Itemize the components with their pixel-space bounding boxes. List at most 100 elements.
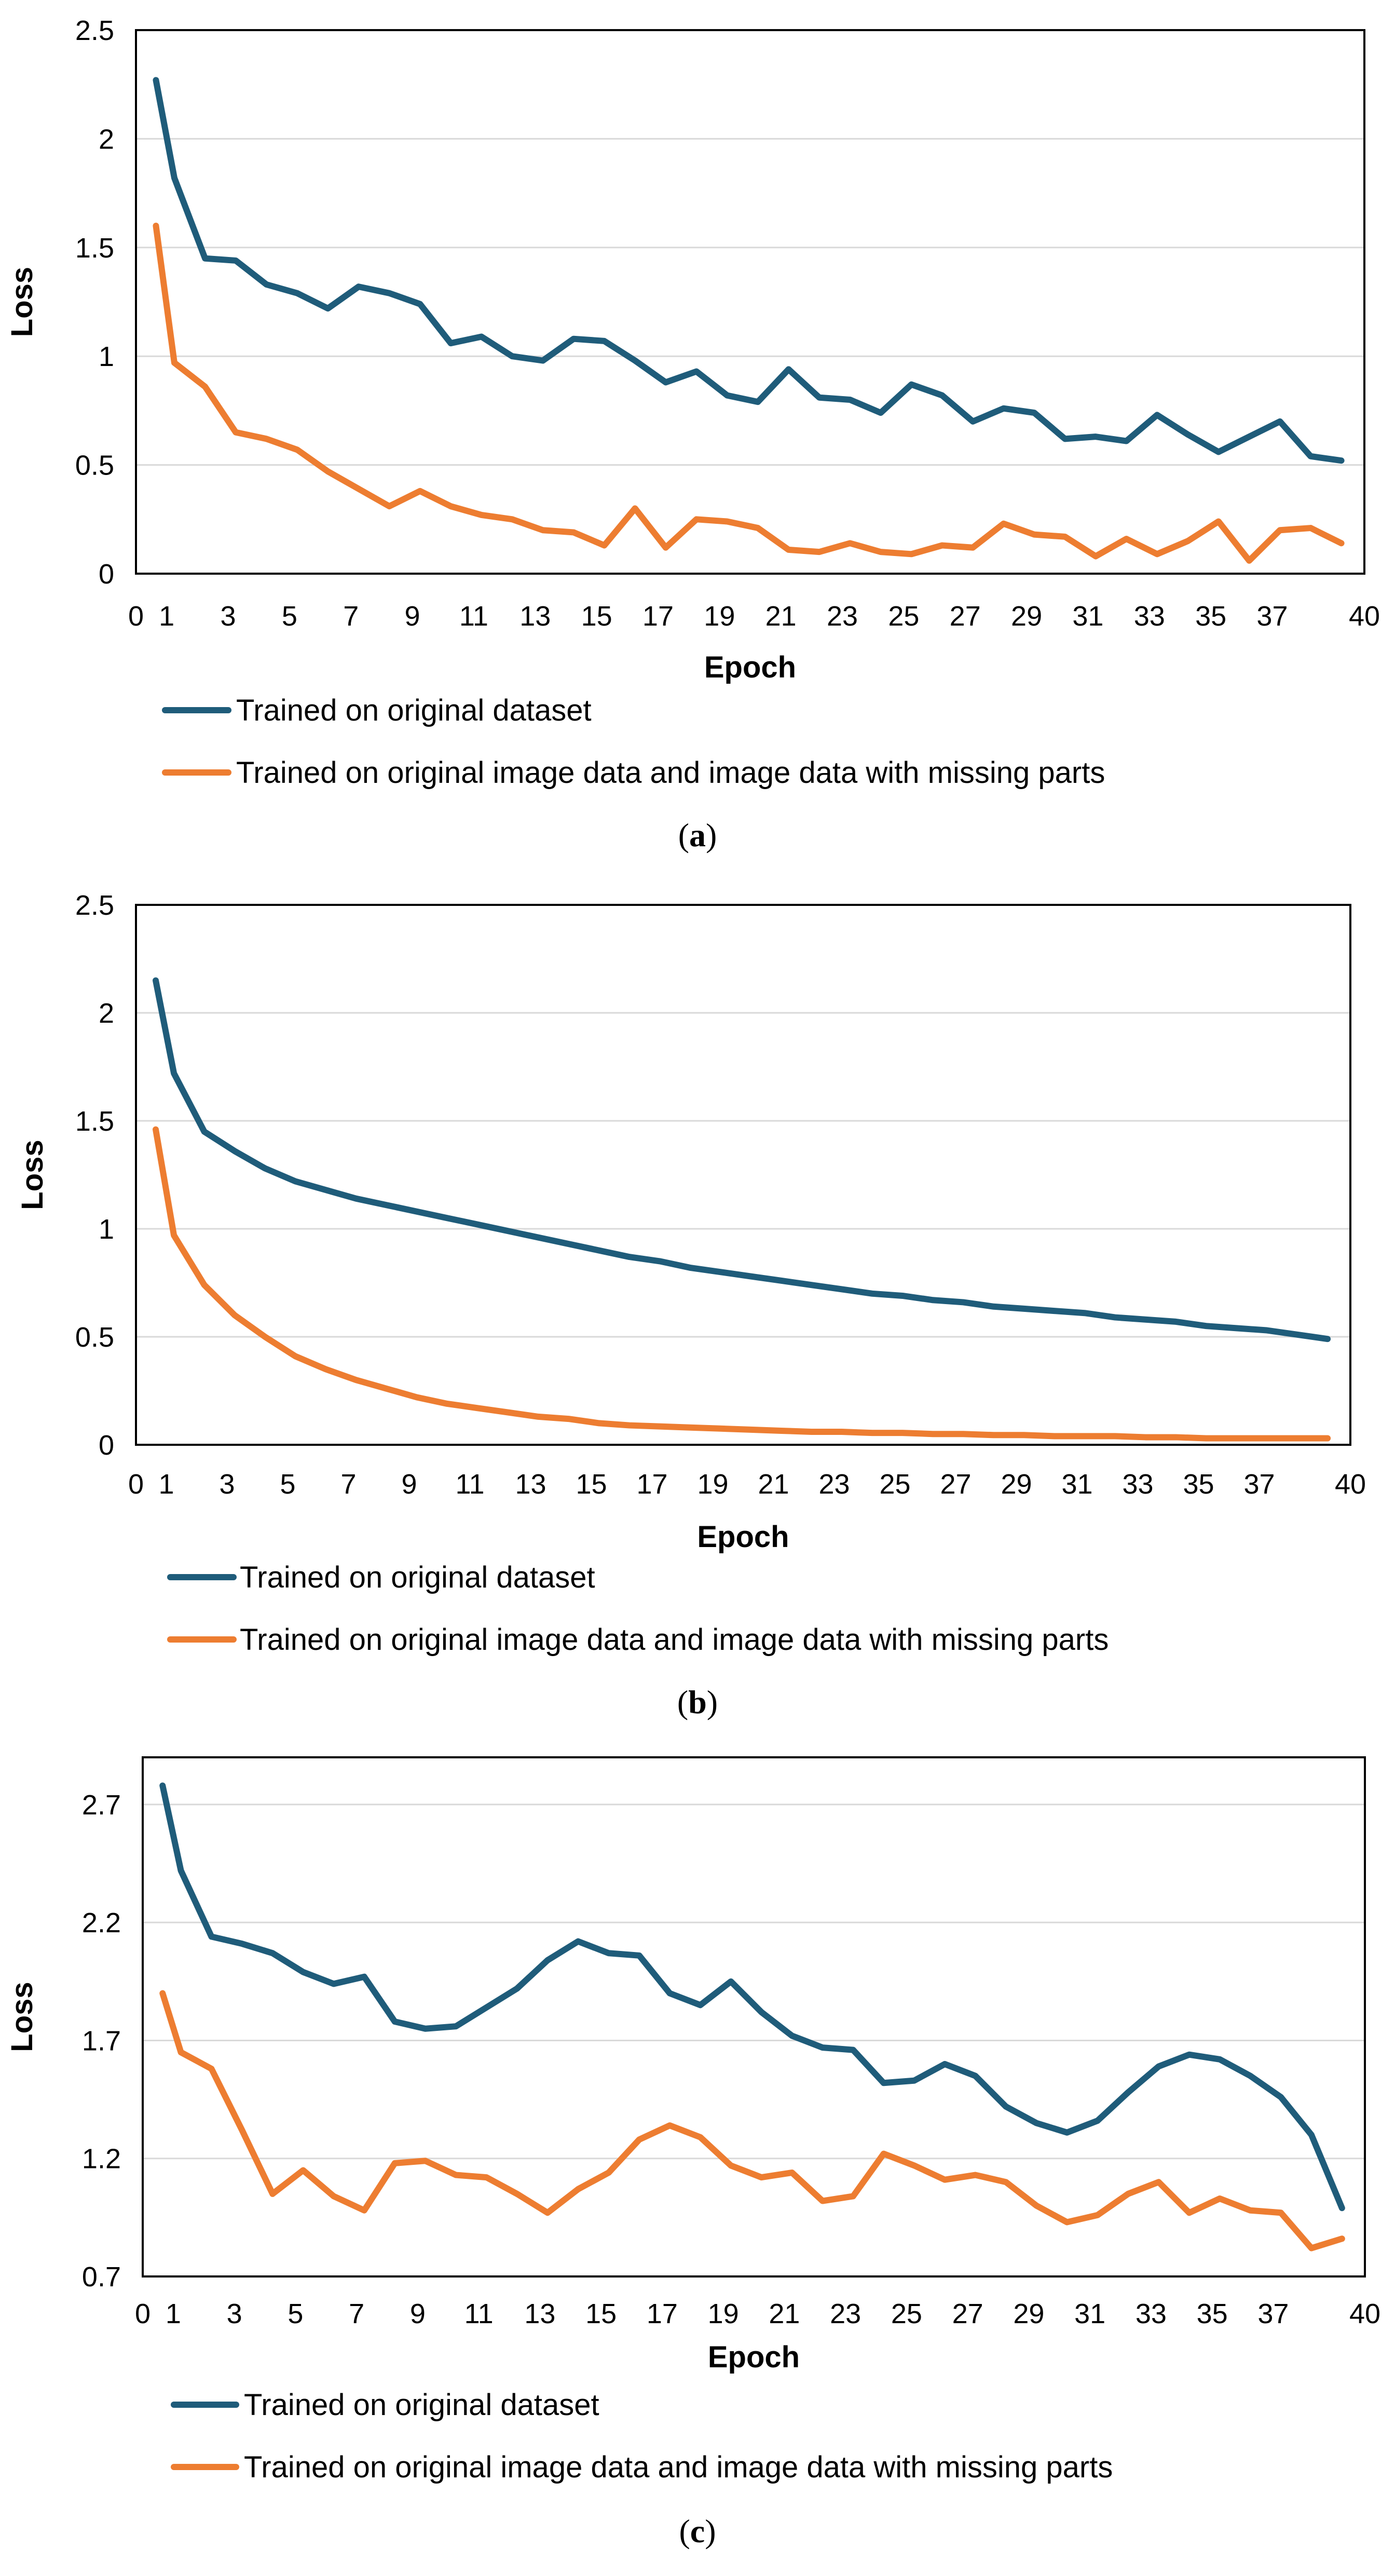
y-tick-label: 0.7 <box>82 2261 121 2293</box>
x-tick-label: 27 <box>952 2298 983 2329</box>
caption: (b) <box>677 1684 718 1720</box>
x-tick-label: 5 <box>280 1469 295 1500</box>
x-tick-label: 9 <box>410 2298 426 2329</box>
x-tick-label: 17 <box>642 601 674 632</box>
x-tick-label: 27 <box>950 601 981 632</box>
x-tick-label: 23 <box>827 601 858 632</box>
caption-close: ) <box>707 1684 718 1720</box>
x-tick-label: 35 <box>1183 1469 1214 1500</box>
series-line-1 <box>153 977 1331 1343</box>
y-tick-label: 1.7 <box>82 2025 121 2056</box>
y-axis-title: Loss <box>5 267 39 337</box>
chart-a: 00.511.522.50 1 3 5 7 9 11 13 15 17 19 21 23 25 27 29 31… <box>5 15 1380 853</box>
chart-c: 0.71.21.72.22.70 1 3 5 7 9 11 13 15 17 19 21 23 25 27 2… <box>5 1756 1380 2550</box>
x-tick-label: 31 <box>1074 2298 1105 2329</box>
caption: (a) <box>678 817 717 853</box>
x-tick-label: 0 <box>128 1469 144 1500</box>
x-tick-label: 7 <box>343 601 359 632</box>
y-tick-label: 2.2 <box>82 1907 121 1938</box>
y-tick-label: 1.5 <box>75 1106 114 1137</box>
plot-frame <box>142 1756 1366 2277</box>
x-axis-title: Epoch <box>708 2340 800 2374</box>
x-tick-label: 37 <box>1243 1469 1275 1500</box>
x-tick-label: 13 <box>515 1469 546 1500</box>
y-tick-label: 0.5 <box>75 450 114 481</box>
x-tick-label: 31 <box>1072 601 1103 632</box>
chart-b: 00.511.522.50 1 3 5 7 9 11 13 15 17 19 21 23 25 27 29 31… <box>16 890 1366 1720</box>
x-tick-label: 21 <box>769 2298 800 2329</box>
legend-label-2: Trained on original image data and image… <box>236 756 1105 790</box>
x-tick-label: 17 <box>647 2298 678 2329</box>
x-tick-label: 1 <box>158 1469 174 1500</box>
legend-label-2: Trained on original image data and image… <box>240 1623 1109 1657</box>
series-line-2 <box>153 1126 1331 1442</box>
x-tick-label: 9 <box>405 601 420 632</box>
x-tick-label: 3 <box>219 1469 235 1500</box>
x-tick-label: 33 <box>1134 601 1165 632</box>
x-tick-label: 5 <box>282 601 297 632</box>
series-line-2 <box>153 222 1345 564</box>
x-axis-title: Epoch <box>704 650 796 684</box>
x-tick-label: 11 <box>464 2298 494 2329</box>
legend-label-1: Trained on original dataset <box>240 1561 595 1594</box>
caption-open: ( <box>677 1684 688 1720</box>
x-tick-label: 5 <box>288 2298 303 2329</box>
x-tick-label: 35 <box>1195 601 1226 632</box>
x-tick-label: 31 <box>1061 1469 1092 1500</box>
x-tick-label: 1 <box>166 2298 181 2329</box>
x-tick-label: 35 <box>1197 2298 1228 2329</box>
y-axis-title: Loss <box>16 1140 49 1210</box>
x-tick-label: 11 <box>459 601 488 632</box>
x-tick-label: 15 <box>585 2298 617 2329</box>
y-tick-label: 2.5 <box>75 15 114 46</box>
x-tick-label: 19 <box>704 601 735 632</box>
x-tick-label: 1 <box>159 601 174 632</box>
x-tick-label: 13 <box>524 2298 555 2329</box>
y-tick-label: 1 <box>99 341 114 372</box>
plot-frame <box>135 904 1351 1446</box>
x-tick-label: 25 <box>879 1469 910 1500</box>
y-tick-label: 0.5 <box>75 1322 114 1353</box>
y-tick-label: 0 <box>99 1430 114 1461</box>
x-tick-label: 15 <box>581 601 612 632</box>
x-tick-label: 3 <box>221 601 236 632</box>
x-tick-label: 9 <box>401 1469 417 1500</box>
caption-open: ( <box>679 2513 690 2550</box>
x-tick-label: 7 <box>340 1469 356 1500</box>
x-tick-label: 29 <box>1001 1469 1032 1500</box>
caption-close: ) <box>705 2513 716 2550</box>
x-tick-label: 25 <box>888 601 919 632</box>
caption-close: ) <box>706 817 717 853</box>
x-tick-label: 11 <box>455 1469 484 1500</box>
caption-letter: c <box>690 2513 705 2550</box>
legend-label-2: Trained on original image data and image… <box>244 2450 1113 2484</box>
y-tick-label: 1.2 <box>82 2144 121 2175</box>
y-tick-label: 2.7 <box>82 1789 121 1821</box>
x-tick-label: 33 <box>1136 2298 1167 2329</box>
caption: (c) <box>679 2513 716 2550</box>
y-tick-label: 2 <box>99 998 114 1029</box>
x-tick-label: 19 <box>697 1469 728 1500</box>
x-tick-label: 23 <box>818 1469 850 1500</box>
x-tick-label: 17 <box>636 1469 667 1500</box>
x-tick-label: 40 <box>1349 2298 1380 2329</box>
y-tick-label: 2.5 <box>75 890 114 921</box>
legend-label-1: Trained on original dataset <box>236 694 592 727</box>
y-tick-label: 1.5 <box>75 233 114 264</box>
x-tick-label: 25 <box>891 2298 922 2329</box>
x-axis-title: Epoch <box>697 1520 789 1554</box>
x-tick-label: 21 <box>758 1469 789 1500</box>
x-tick-label: 37 <box>1257 2298 1289 2329</box>
x-tick-label: 7 <box>349 2298 364 2329</box>
x-tick-label: 0 <box>135 2298 151 2329</box>
x-tick-label: 19 <box>708 2298 739 2329</box>
plot-frame <box>135 29 1365 575</box>
y-tick-label: 1 <box>99 1214 114 1245</box>
x-tick-label: 13 <box>519 601 551 632</box>
caption-open: ( <box>678 817 689 853</box>
y-axis-title: Loss <box>5 1982 39 2052</box>
x-tick-label: 3 <box>227 2298 242 2329</box>
x-tick-label: 21 <box>765 601 797 632</box>
series-line-1 <box>153 77 1345 464</box>
